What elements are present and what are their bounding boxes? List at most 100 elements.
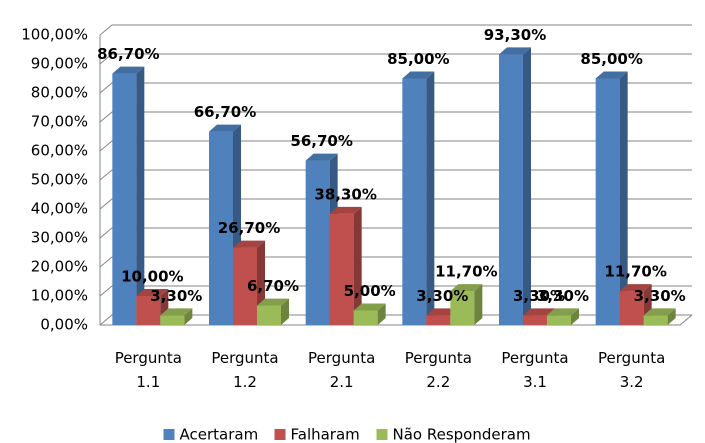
bar-top — [499, 47, 531, 55]
bar-front — [643, 315, 668, 325]
value-label: 85,00% — [580, 50, 642, 68]
bar-front — [547, 315, 571, 325]
value-label: 5,00% — [344, 282, 396, 300]
bar-side — [474, 284, 483, 325]
bar-front — [402, 78, 427, 325]
bar-side — [184, 308, 193, 325]
value-label: 6,70% — [247, 277, 299, 295]
value-label: 3,30% — [150, 287, 202, 305]
value-label: 85,00% — [387, 50, 449, 68]
bar-top — [643, 308, 676, 316]
bar-side — [426, 71, 435, 325]
grid-line — [99, 256, 692, 268]
bar — [112, 66, 145, 325]
y-tick-label: 60,00% — [31, 142, 88, 160]
value-label: 3,30% — [416, 287, 468, 305]
grid-line — [99, 140, 692, 152]
x-tick-label: Pergunta 1.1 — [115, 349, 182, 391]
value-label: 3,30% — [537, 287, 589, 305]
value-label: 66,70% — [194, 103, 256, 121]
bar-front — [353, 310, 378, 325]
bar-front — [160, 315, 185, 325]
value-label: 11,70% — [604, 263, 666, 281]
bar-top — [329, 206, 362, 214]
bar-side — [281, 298, 289, 325]
bar — [160, 308, 193, 325]
bar — [209, 124, 241, 325]
value-label: 3,30% — [634, 287, 686, 305]
bar-front — [257, 305, 281, 325]
bar-front — [619, 291, 644, 325]
bar-front — [426, 315, 451, 325]
bar-side — [353, 206, 362, 325]
value-label: 93,30% — [484, 26, 546, 44]
y-tick-label: 30,00% — [31, 229, 88, 247]
value-label: 10,00% — [121, 268, 183, 286]
value-label: 38,30% — [314, 185, 376, 203]
bar-front — [305, 160, 330, 325]
y-tick-label: 20,00% — [31, 258, 88, 276]
bar — [450, 284, 483, 325]
bar — [257, 298, 289, 325]
grid-line — [99, 285, 692, 297]
bar — [547, 308, 579, 325]
y-tick-label: 50,00% — [31, 171, 88, 189]
value-label: 56,70% — [290, 132, 352, 150]
bar-side — [619, 71, 628, 325]
legend-label: Acertaram — [180, 426, 259, 443]
bar-top — [257, 298, 289, 306]
legend-swatch — [163, 429, 175, 440]
value-label: 3,30% — [513, 287, 565, 305]
bar-top — [209, 124, 241, 132]
legend-label: Falharam — [291, 426, 360, 443]
bar-top — [136, 289, 169, 296]
floor — [100, 314, 693, 326]
bar-side — [667, 308, 676, 325]
bar-top — [233, 240, 265, 248]
legend-swatch — [274, 429, 286, 440]
value-label: 11,70% — [435, 263, 497, 281]
bar-top — [160, 308, 193, 316]
bar-front — [209, 131, 233, 325]
grid-line — [99, 111, 692, 123]
value-label: 26,70% — [218, 219, 280, 237]
bar — [353, 303, 386, 325]
bar-top — [523, 308, 555, 316]
bar-front — [499, 54, 523, 326]
y-tick-label: 40,00% — [31, 200, 88, 218]
legend-swatch — [376, 429, 388, 440]
y-tick-label: 70,00% — [31, 113, 88, 131]
bar — [329, 206, 362, 325]
bar-top — [112, 66, 145, 74]
bar-top — [402, 71, 435, 79]
x-tick-label: Pergunta 3.1 — [501, 349, 568, 391]
bar-top — [305, 153, 338, 161]
bar-front — [329, 213, 354, 325]
bar-front — [112, 73, 137, 325]
bar-front — [450, 291, 475, 325]
y-tick-label: 90,00% — [31, 55, 88, 73]
bar-side — [136, 66, 145, 325]
bar — [595, 71, 628, 325]
grid-line — [99, 314, 692, 326]
x-tick-label: Pergunta 2.2 — [405, 349, 472, 391]
y-tick-label: 100,00% — [21, 26, 88, 44]
bar-side — [571, 308, 579, 325]
y-tick-label: 10,00% — [31, 287, 88, 305]
bar — [643, 308, 676, 325]
legend-label: Não Responderam — [393, 426, 531, 443]
grid-line — [99, 169, 692, 181]
grid-line — [99, 82, 692, 94]
x-tick-label: Pergunta 2.1 — [308, 349, 375, 391]
bar-front — [136, 296, 161, 325]
bar-top — [619, 284, 652, 292]
x-tick-label: Pergunta 3.2 — [598, 349, 665, 391]
grid-line — [99, 198, 692, 210]
bar-front — [595, 78, 620, 325]
value-label: 86,70% — [97, 45, 159, 63]
bar-top — [353, 303, 386, 311]
bar-front — [233, 247, 257, 325]
x-tick-label: Pergunta 1.2 — [211, 349, 278, 391]
bar-front — [523, 315, 547, 325]
